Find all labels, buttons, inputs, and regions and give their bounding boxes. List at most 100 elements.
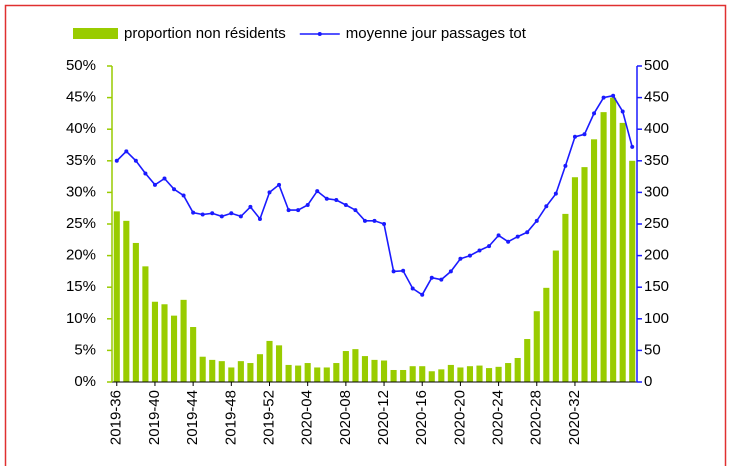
bar — [132, 242, 139, 382]
y-tick-label: 10% — [66, 310, 96, 327]
bar — [428, 371, 435, 382]
line-point — [372, 218, 377, 223]
bar — [352, 349, 359, 382]
line-point — [248, 204, 253, 209]
bar — [180, 299, 187, 382]
bar — [419, 366, 426, 382]
x-tick-label: 2020-08 — [337, 390, 354, 445]
line-point — [572, 134, 577, 139]
bar — [361, 356, 369, 382]
line-point — [420, 292, 425, 297]
bar — [113, 211, 120, 382]
y2-tick-label: 400 — [644, 120, 669, 137]
bar — [400, 369, 407, 382]
line-point — [534, 218, 539, 223]
x-tick-label: 2020-24 — [490, 390, 507, 445]
x-tick-label: 2020-20 — [451, 390, 468, 445]
bar — [600, 112, 607, 383]
bar — [380, 360, 388, 382]
line-point — [343, 203, 348, 208]
y-tick-label: 50% — [66, 57, 96, 74]
y2-tick-label: 50 — [644, 341, 661, 358]
bar — [228, 367, 235, 382]
bar — [571, 177, 579, 382]
y-tick-label: 35% — [66, 152, 96, 169]
x-tick-label: 2019-36 — [108, 390, 125, 445]
line-point — [324, 196, 329, 201]
line-point — [458, 256, 463, 261]
y2-tick-label: 100 — [644, 310, 669, 327]
bar — [476, 365, 483, 382]
line-point — [200, 212, 205, 217]
x-tick-label: 2019-52 — [260, 390, 277, 445]
line-point — [601, 95, 606, 100]
bar — [390, 369, 397, 382]
bar — [524, 339, 531, 382]
bar — [218, 361, 225, 382]
line-point — [277, 182, 282, 187]
bar — [151, 301, 159, 382]
line-point — [525, 230, 530, 235]
bar — [505, 363, 512, 382]
bar — [170, 315, 178, 382]
line-point — [296, 208, 301, 213]
bar — [275, 345, 283, 382]
line-point — [267, 190, 272, 195]
bar — [123, 220, 130, 382]
y-tick-label: 30% — [66, 183, 96, 200]
line-point — [191, 210, 196, 215]
bar — [543, 287, 550, 382]
line-point — [439, 277, 444, 282]
bar — [581, 167, 588, 382]
bar — [629, 160, 636, 382]
bar — [409, 366, 416, 382]
x-tick-label: 2019-40 — [146, 390, 163, 445]
line-point — [114, 158, 119, 163]
bar — [485, 368, 493, 382]
bar — [323, 367, 330, 382]
x-tick-label: 2019-44 — [184, 390, 201, 445]
bar — [304, 363, 311, 382]
line-point — [506, 239, 511, 244]
line-point — [582, 132, 587, 137]
line-point — [429, 275, 434, 280]
bar — [209, 359, 216, 382]
bar — [256, 354, 264, 382]
y2-tick-label: 200 — [644, 247, 669, 264]
line-point — [152, 182, 157, 187]
line-point — [467, 253, 472, 258]
line-point — [620, 109, 625, 114]
bar — [466, 366, 474, 382]
bar — [266, 340, 273, 382]
y-tick-label: 15% — [66, 278, 96, 295]
line-point — [219, 214, 224, 219]
line-point — [630, 144, 635, 149]
y2-tick-label: 250 — [644, 215, 669, 232]
bar — [161, 304, 168, 382]
y2-tick-label: 150 — [644, 278, 669, 295]
line-point — [334, 197, 339, 202]
line-point — [515, 234, 520, 239]
line-point — [305, 203, 310, 208]
bar — [342, 351, 349, 382]
line-point — [315, 189, 320, 194]
line-point — [124, 149, 129, 154]
bar — [533, 311, 540, 382]
line-point — [181, 193, 186, 198]
line-point — [286, 208, 291, 213]
line-point — [401, 268, 406, 273]
line-point — [391, 269, 396, 274]
line-point — [362, 218, 367, 223]
line-point — [496, 233, 501, 238]
bar — [619, 122, 626, 382]
line-point — [448, 269, 453, 274]
y-tick-label: 40% — [66, 120, 96, 137]
bar — [247, 363, 254, 382]
line-point — [382, 222, 387, 226]
bar — [495, 366, 502, 382]
line-point — [477, 248, 482, 253]
x-tick-label: 2020-32 — [566, 390, 583, 445]
legend-label: moyenne jour passages tot — [346, 25, 527, 42]
bar — [285, 364, 292, 382]
